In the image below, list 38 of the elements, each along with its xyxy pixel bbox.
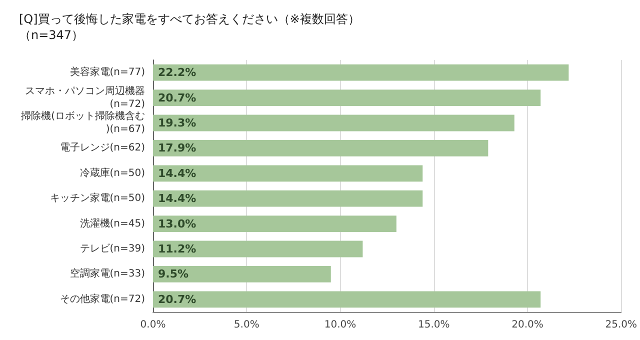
data-label: 20.7% [158, 91, 196, 104]
y-tick-label: 冷蔵庫(n=50) [80, 166, 146, 179]
bar [153, 165, 423, 182]
bar [153, 140, 488, 156]
y-tick-label: キッチン家電(n=50) [50, 192, 146, 204]
bar [153, 114, 514, 132]
x-tick-label: 0.0% [140, 320, 166, 330]
y-tick-label: 洗濯機(n=45) [80, 217, 146, 230]
data-label: 19.3% [158, 116, 196, 130]
chart-title: [Q]買って後悔した家電をすべてお答えください（※複数回答） [19, 12, 360, 26]
bar [153, 90, 541, 106]
bar [153, 291, 541, 308]
data-label: 9.5% [158, 268, 189, 281]
data-label: 11.2% [158, 242, 196, 256]
data-label: 17.9% [158, 142, 196, 155]
x-tick-label: 5.0% [234, 320, 260, 330]
y-tick-label: 電子レンジ(n=62) [60, 142, 146, 154]
bar [153, 190, 423, 207]
bar [153, 216, 396, 232]
x-tick-label: 10.0% [324, 320, 356, 330]
data-label: 22.2% [158, 66, 196, 80]
x-tick-label: 20.0% [512, 320, 544, 330]
data-label: 20.7% [158, 292, 196, 306]
x-tick-label: 15.0% [418, 320, 450, 330]
y-tick-label: 空調家電(n=33) [70, 268, 146, 280]
y-tick-label: テレビ(n=39) [80, 244, 146, 254]
x-tick-label: 25.0% [605, 320, 638, 330]
data-label: 13.0% [158, 217, 196, 230]
y-tick-label: 美容家電(n=77) [70, 66, 146, 78]
y-tick-label: スマホ・パソコン周辺機器(n=72) [25, 84, 146, 110]
text: （n=347） [19, 28, 84, 42]
y-tick-label: 掃除機(ロボット掃除機含む)(n=67) [21, 110, 146, 135]
data-label: 14.4% [158, 192, 196, 206]
bar [153, 266, 331, 282]
data-label: 14.4% [158, 166, 196, 180]
y-tick-label: その他家電(n=72) [60, 292, 146, 305]
bar [153, 64, 569, 81]
bar [153, 240, 363, 258]
